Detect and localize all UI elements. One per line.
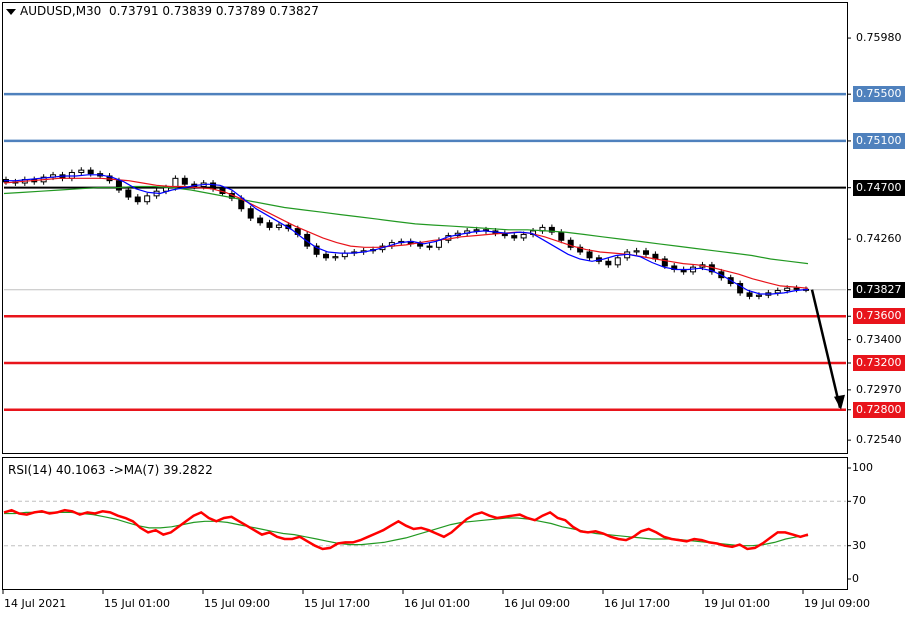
x-tick-label: 15 Jul 01:00 [104, 597, 170, 610]
candle-body [125, 189, 132, 198]
x-tick-label: 19 Jul 09:00 [804, 597, 870, 610]
candle-body [511, 235, 518, 239]
candle-body [643, 250, 649, 255]
candle-body [210, 182, 217, 190]
candle-body [586, 251, 593, 259]
candle-body [746, 292, 753, 297]
candle-body [473, 229, 480, 232]
candle-body [520, 233, 527, 239]
y-tick-label: 0.73400 [856, 332, 902, 346]
candle-body [115, 180, 122, 191]
candle-body [238, 197, 245, 210]
candle-body [633, 250, 640, 253]
rsi-y-tick-label: 100 [852, 461, 873, 474]
candle-body [181, 177, 188, 185]
symbol-header: AUDUSD,M30 0.73791 0.73839 0.73789 0.738… [6, 4, 319, 18]
candle-body [323, 253, 329, 259]
candle-body [78, 169, 85, 173]
rsi-y-tick-label: 0 [852, 572, 859, 585]
candle-body [417, 243, 424, 247]
x-tick-label: 16 Jul 17:00 [604, 597, 670, 610]
x-tick-label: 15 Jul 09:00 [204, 597, 270, 610]
x-tick-label: 14 Jul 2021 [4, 597, 67, 610]
candle-body [737, 283, 744, 294]
x-tick-label: 16 Jul 01:00 [404, 597, 470, 610]
rsi-header: RSI(14) 40.1063 ->MA(7) 39.2822 [8, 463, 213, 477]
rsi-y-tick-label: 70 [852, 494, 866, 508]
candle-body [548, 226, 555, 233]
candle-body [661, 258, 668, 267]
y-tick-label: 0.74260 [856, 232, 902, 246]
x-tick-label: 16 Jul 09:00 [504, 597, 570, 610]
collapse-triangle-icon[interactable] [6, 8, 16, 15]
candle-body [567, 239, 574, 248]
candle-body [275, 224, 282, 228]
y-tick-label: 0.72540 [856, 433, 902, 447]
candle-body [247, 208, 254, 219]
candle-body [577, 246, 584, 253]
x-tick-label: 15 Jul 17:00 [304, 597, 370, 610]
ma-mid-line [3, 177, 809, 289]
candle-body [755, 294, 762, 297]
ma-fast-line [4, 174, 809, 295]
ohlc-values: 0.73791 0.73839 0.73789 0.73827 [108, 4, 319, 18]
candle-body [793, 287, 800, 290]
candle-body [605, 260, 612, 266]
candle-body [266, 222, 273, 228]
x-tick-label: 19 Jul 01:00 [704, 597, 770, 610]
candle-body [558, 231, 565, 241]
candle-body [614, 257, 621, 266]
price-tag-0.72800: 0.72800 [853, 401, 905, 418]
candle-body [774, 290, 781, 294]
rsi-y-tick-label: 30 [852, 538, 866, 552]
price-tag-0.73827: 0.73827 [853, 281, 905, 298]
candle-body [332, 256, 339, 259]
candle-body [134, 196, 141, 203]
price-tag-0.75100: 0.75100 [853, 132, 905, 149]
rsi-label: RSI(14) 40.1063 ->MA(7) 39.2822 [8, 463, 213, 477]
symbol-name: AUDUSD,M30 [20, 4, 102, 18]
price-tag-0.74700: 0.74700 [853, 179, 905, 196]
candle-body [426, 245, 433, 248]
projection-arrow-line [810, 289, 842, 409]
y-tick-label: 0.75980 [856, 31, 902, 45]
candle-body [313, 245, 320, 255]
ma-slow-line [3, 185, 809, 265]
candle-body [144, 195, 151, 203]
price-tag-0.73600: 0.73600 [853, 308, 905, 325]
price-tag-0.75500: 0.75500 [853, 86, 905, 103]
rsi-plot-frame [2, 457, 848, 590]
y-tick-label: 0.72970 [856, 382, 902, 396]
rsi-line [3, 508, 809, 551]
projection-arrow-head-icon [834, 394, 845, 410]
main-plot-frame [2, 2, 848, 454]
candle-body [257, 217, 264, 224]
candle-body [87, 169, 94, 175]
price-tag-0.73200: 0.73200 [853, 355, 905, 371]
candle-body [784, 287, 791, 292]
